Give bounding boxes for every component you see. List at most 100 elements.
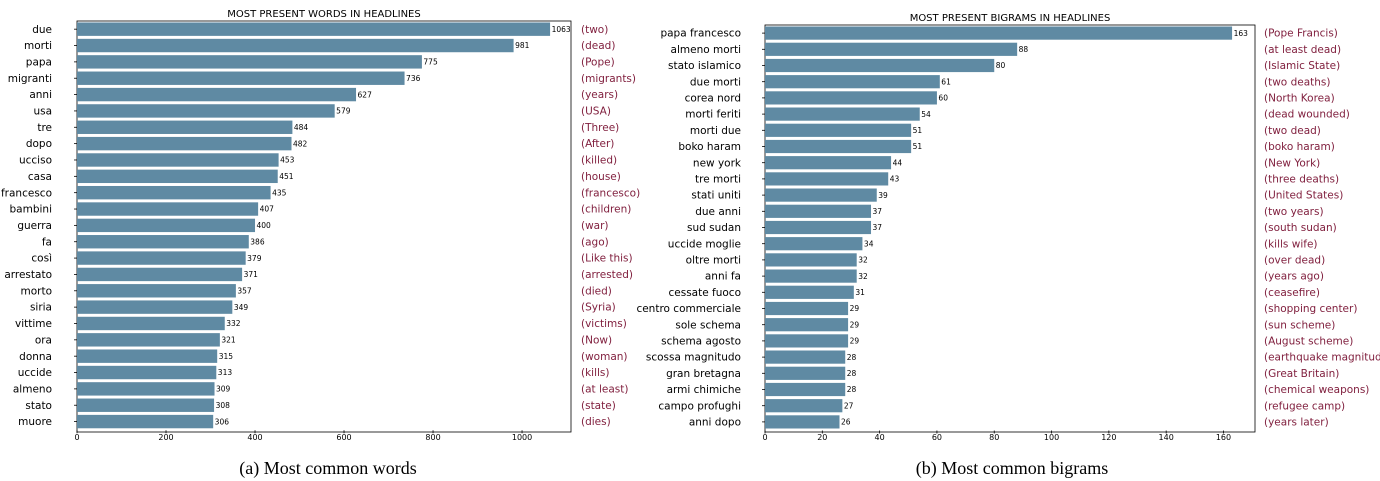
bigrams-bar (765, 253, 857, 267)
words-translation: (arrested) (581, 269, 633, 281)
bigrams-value-label: 80 (996, 61, 1006, 70)
words-translation: (Like this) (581, 253, 633, 265)
bigrams-translation: (United States) (1264, 190, 1343, 202)
words-caption: (a) Most common words (239, 458, 416, 479)
words-bar (77, 218, 256, 233)
words-value-label: 981 (515, 41, 530, 50)
words-category-label: francesco (1, 187, 52, 199)
bigrams-category-label: stati uniti (691, 190, 741, 202)
bigrams-translation: (Islamic State) (1264, 60, 1340, 72)
words-bar (77, 398, 215, 412)
words-value-label: 627 (358, 90, 373, 99)
words-translation: (died) (581, 285, 612, 297)
words-chart: MOST PRESENT WORDS IN HEADLINES due morti… (1, 9, 640, 479)
bigrams-value-label: 29 (850, 320, 860, 329)
words-category-label: donna (19, 351, 52, 363)
words-x-axis-ticks: 0 200 400 600 800 1000 (74, 28, 532, 442)
bigrams-bar (765, 42, 1018, 56)
words-value-label: 315 (219, 352, 234, 361)
bigrams-value-label: 61 (941, 77, 951, 86)
words-value-label: 371 (244, 270, 259, 279)
bigrams-bar (765, 350, 846, 364)
bigrams-translation: (refugee camp) (1264, 400, 1345, 412)
bigrams-category-labels: papa francesco almeno morti stato islamico… (636, 28, 741, 429)
words-bar (77, 382, 215, 396)
words-value-label: 435 (272, 188, 287, 197)
words-category-label: almeno (13, 383, 52, 395)
bigrams-translation: (kills wife) (1264, 238, 1318, 250)
words-bar (77, 316, 225, 331)
words-value-label: 775 (423, 58, 438, 67)
words-category-label: migranti (8, 73, 52, 85)
words-chart-title: MOST PRESENT WORDS IN HEADLINES (227, 9, 420, 20)
bigrams-bar (765, 318, 849, 332)
bigrams-translation: (August scheme) (1264, 336, 1353, 348)
words-category-label: anni (29, 89, 52, 101)
words-category-label: ucciso (19, 155, 52, 167)
words-value-label: 357 (237, 286, 252, 295)
words-category-label: stato (25, 400, 52, 412)
words-translation: (Now) (581, 334, 612, 346)
bigrams-value-label: 27 (844, 401, 854, 410)
words-bar (77, 153, 279, 167)
words-bar (77, 349, 218, 363)
words-category-label: muore (18, 416, 52, 428)
bigrams-value-label: 51 (913, 126, 923, 135)
words-bar (77, 251, 246, 265)
words-bar (77, 284, 236, 298)
bigrams-bars (765, 26, 1233, 429)
words-value-label: 332 (226, 319, 241, 328)
words-category-label: uccide (18, 367, 52, 379)
bigrams-bar (765, 156, 892, 170)
words-category-label: guerra (17, 220, 52, 232)
bigrams-value-label: 39 (878, 191, 888, 200)
bigrams-x-tick-label: 140 (1159, 433, 1174, 442)
bigrams-bar (765, 237, 863, 251)
bigrams-value-label: 31 (855, 288, 865, 297)
bigrams-category-label: oltre morti (686, 255, 741, 267)
words-x-tick-label: 600 (336, 433, 351, 442)
words-bar (77, 71, 405, 85)
bigrams-translation: (shopping center) (1264, 303, 1357, 315)
bigrams-category-label: cessate fuoco (669, 287, 742, 299)
bigrams-category-label: morti feriti (685, 109, 741, 121)
words-value-label: 313 (218, 368, 233, 377)
words-translation: (years) (581, 89, 618, 101)
bigrams-translation: (chemical weapons) (1264, 384, 1369, 396)
bigrams-x-axis-ticks: 0 20 40 60 80 100 120 140 160 (762, 32, 1231, 442)
words-bar (77, 169, 278, 184)
bigrams-translation: (two years) (1264, 206, 1324, 218)
words-bar (77, 87, 357, 102)
bigrams-bar (765, 399, 843, 413)
bigrams-value-label: 37 (873, 207, 883, 216)
words-translation: (state) (581, 400, 616, 412)
bigrams-value-label: 44 (893, 158, 903, 167)
bigrams-value-label: 37 (873, 223, 883, 232)
bigrams-value-label: 28 (847, 369, 857, 378)
bigrams-category-label: sud sudan (687, 222, 741, 234)
words-translation: (dead) (581, 40, 615, 52)
bigrams-category-label: anni dopo (689, 417, 741, 429)
words-value-label: 579 (336, 107, 351, 116)
bigrams-translation: (years later) (1264, 417, 1329, 429)
words-translation: (ago) (581, 236, 609, 248)
bigrams-x-tick-label: 80 (989, 433, 999, 442)
words-value-label: 321 (221, 336, 236, 345)
bigrams-bar (765, 415, 840, 429)
bigrams-category-label: corea nord (685, 93, 741, 105)
words-category-label: due (32, 24, 52, 36)
bigrams-chart-title: MOST PRESENT BIGRAMS IN HEADLINES (910, 13, 1111, 24)
words-category-label: così (31, 253, 52, 265)
words-translation: (Three) (581, 122, 619, 134)
bigrams-value-label: 32 (858, 272, 868, 281)
words-value-label: 349 (234, 303, 249, 312)
bigrams-category-label: gran bretagna (666, 368, 741, 380)
bigrams-category-label: new york (693, 157, 742, 169)
words-translation: (After) (581, 138, 614, 150)
words-value-label: 1063 (552, 25, 571, 34)
words-category-label: arrestato (4, 269, 52, 281)
words-value-label: 400 (257, 221, 272, 230)
words-translation: (at least) (581, 383, 628, 395)
words-category-label: morto (20, 285, 52, 297)
